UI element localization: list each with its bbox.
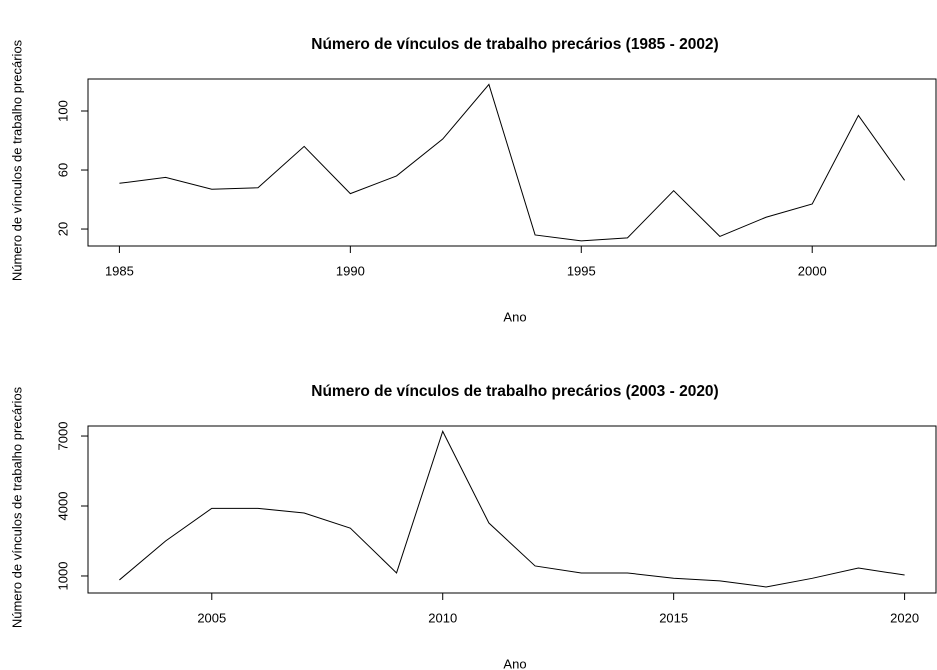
x-tick-label: 2020 (890, 610, 919, 625)
data-line (119, 430, 905, 588)
y-axis-label: Número de vínculos de trabalho precários (9, 386, 24, 628)
y-tick-label: 7000 (55, 422, 70, 451)
x-tick-label: 2010 (428, 610, 457, 625)
x-tick-label: 1995 (567, 263, 596, 278)
x-tick-label: 1985 (105, 263, 134, 278)
x-tick-label: 1990 (336, 263, 365, 278)
y-tick-label: 100 (55, 100, 70, 122)
x-tick-label: 2005 (197, 610, 226, 625)
x-axis-label: Ano (503, 656, 526, 670)
chart-title: Número de vínculos de trabalho precários… (311, 36, 718, 53)
plot-box (87, 78, 937, 247)
chart-title: Número de vínculos de trabalho precários… (311, 383, 718, 400)
plot-box (87, 425, 937, 594)
y-tick-label: 4000 (55, 492, 70, 521)
y-axis-label: Número de vínculos de trabalho precários (9, 39, 24, 281)
y-tick-label: 20 (55, 222, 70, 236)
x-tick-label: 2000 (798, 263, 827, 278)
data-line (119, 83, 906, 242)
x-tick-label: 2015 (659, 610, 688, 625)
y-tick-label: 1000 (55, 562, 70, 591)
y-tick-label: 60 (55, 163, 70, 177)
x-axis-label: Ano (503, 309, 526, 324)
